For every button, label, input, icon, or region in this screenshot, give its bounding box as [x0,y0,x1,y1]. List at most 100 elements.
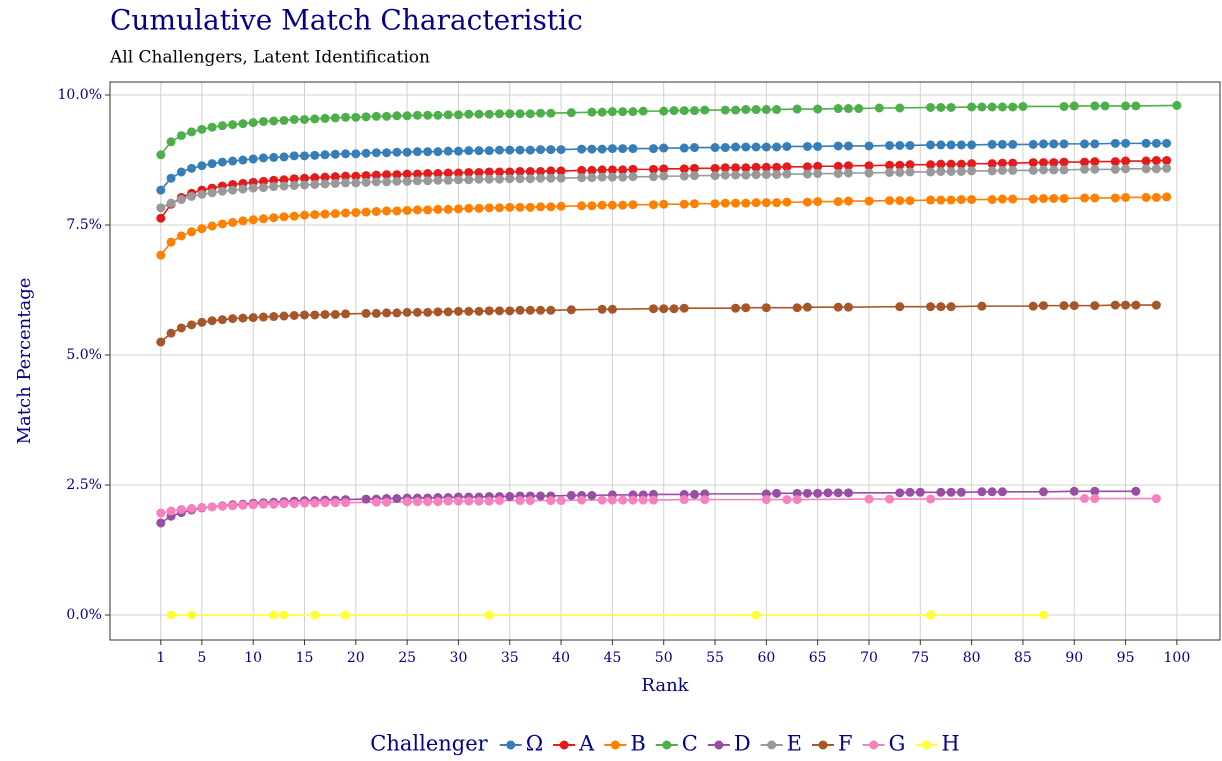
data-point [156,518,166,528]
data-point [761,142,771,152]
data-point [1038,139,1048,149]
data-point [546,496,556,506]
data-point [505,109,515,119]
data-point [423,147,433,157]
data-point [238,119,248,129]
data-point [310,310,320,320]
data-point [310,150,320,160]
data-point [258,183,268,193]
data-point [546,202,556,212]
data-point [597,144,607,154]
data-point [802,488,812,498]
data-point [310,114,320,124]
data-point [895,196,905,206]
data-point [341,309,351,319]
data-point [423,110,433,120]
data-point [361,494,371,504]
data-point [926,167,936,177]
data-point [279,181,289,191]
x-tick-label: 85 [1014,650,1032,666]
data-point [423,205,433,215]
data-point [228,120,238,130]
data-point [371,308,381,318]
data-point [197,502,207,512]
data-point [597,495,607,505]
legend: Challenger Ω A B C D E F G H [370,732,959,756]
data-point [156,150,166,160]
data-point [453,204,463,214]
data-point [618,165,628,175]
data-point [1151,156,1161,166]
data-point [464,306,474,316]
data-point [1018,101,1028,111]
data-point [833,141,843,151]
data-point [351,178,361,188]
panel-border [109,81,1221,641]
data-point [1110,164,1120,174]
data-point [792,104,802,114]
legend-label: F [838,732,853,756]
data-point [700,495,710,505]
data-point [279,152,289,162]
data-point [741,163,751,173]
data-point [351,208,361,218]
data-point [299,180,309,190]
data-point [997,194,1007,204]
data-point [1151,494,1161,504]
data-point [967,102,977,112]
data-point [1038,301,1048,311]
data-point [905,196,915,206]
data-point [453,168,463,178]
data-point [392,170,402,180]
data-point [895,140,905,150]
data-point [690,489,700,499]
data-point [607,304,617,314]
data-point [813,197,823,207]
data-point [1090,193,1100,203]
data-point [330,209,340,219]
data-point [1110,138,1120,148]
data-point [515,202,525,212]
x-tick-label: 20 [347,650,365,666]
data-point [659,304,669,314]
data-point [515,166,525,176]
data-point [423,176,433,186]
data-point [433,147,443,157]
data-point [618,144,628,154]
data-point [289,174,299,184]
data-point [166,198,176,208]
data-point [648,200,658,210]
data-point [536,173,546,183]
data-point [433,497,443,507]
data-point [402,497,412,507]
data-point [320,150,330,160]
data-point [474,146,484,156]
data-point [895,167,905,177]
data-point [423,497,433,507]
data-point [228,185,238,195]
data-point [464,175,474,185]
data-point [885,196,895,206]
data-point [1121,101,1131,111]
data-point [1008,194,1018,204]
data-point [1110,193,1120,203]
data-point [556,166,566,176]
data-point [248,500,258,510]
data-point [382,308,392,318]
data-point [474,203,484,213]
data-point [484,610,494,620]
data-point [1172,100,1182,110]
x-tick-label: 30 [450,650,468,666]
data-point [659,164,669,174]
data-point [926,102,936,112]
data-point [895,302,905,312]
data-point [484,203,494,213]
data-point [926,494,936,504]
data-point [782,495,792,505]
data-point [289,499,299,509]
data-point [967,159,977,169]
data-point [341,112,351,122]
y-tick-label: 10.0% [58,87,102,103]
data-point [320,209,330,219]
